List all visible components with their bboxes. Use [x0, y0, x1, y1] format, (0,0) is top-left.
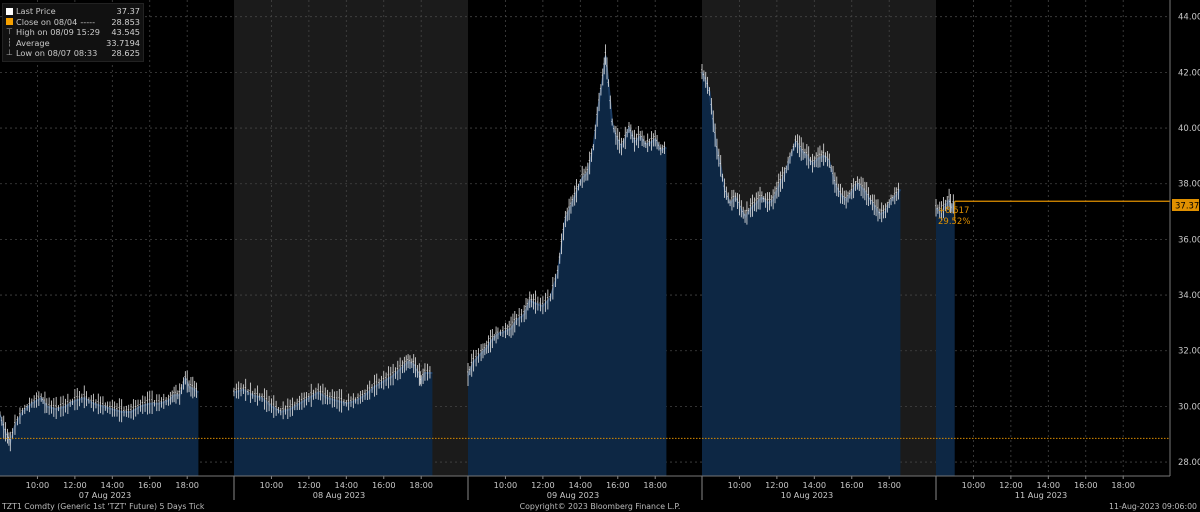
change-label: +8.517 [938, 206, 969, 216]
x-tick-label: 12:00 [63, 480, 87, 490]
legend-value: 28.853 [111, 16, 140, 27]
price-area [936, 200, 955, 476]
day-label: 07 Aug 2023 [79, 490, 131, 500]
y-axis: 28.00 30.00 32.00 34.00 36.00 38.00 40.00 42.00… [1169, 0, 1200, 476]
x-tick-label: 12:00 [531, 480, 555, 490]
legend-value: 43.545 [111, 27, 140, 38]
legend-high: ⊤ High on 08/09 15:29 43.545 [6, 27, 140, 38]
x-tick-label: 14:00 [803, 480, 827, 490]
x-tick-label: 14:00 [335, 480, 359, 490]
legend-low: ⊥ Low on 08/07 08:33 28.625 [6, 48, 140, 59]
y-tick-label: 36.00 [1178, 235, 1200, 245]
day-label: 08 Aug 2023 [313, 490, 365, 500]
up-tick-icon: ⊤ [6, 27, 13, 37]
x-axis: 10:00 12:00 14:00 16:00 18:00 07 Aug 2023 10:0… [0, 475, 1170, 500]
y-tick-label: 38.00 [1178, 180, 1200, 190]
white-square-icon [6, 7, 13, 15]
day-label: 10 Aug 2023 [781, 490, 833, 500]
legend-label: Low on 08/07 08:33 [16, 48, 98, 59]
chart-footer: TZT1 Comdty (Generic 1st 'TZT' Future) 5… [0, 502, 1200, 512]
price-areas [0, 55, 956, 477]
x-tick-label: 12:00 [765, 480, 789, 490]
last-price-label: 37.37 [1175, 202, 1199, 212]
x-tick-label: 18:00 [643, 480, 667, 490]
x-tick-label: 12:00 [999, 480, 1023, 490]
y-tick-label: 40.00 [1178, 124, 1200, 134]
x-tick-label: 16:00 [840, 480, 864, 490]
x-tick-label: 16:00 [1074, 480, 1098, 490]
x-tick-label: 16:00 [138, 480, 162, 490]
dashed-line-icon: ----- [80, 16, 96, 27]
copyright-text: Copyright© 2023 Bloomberg Finance L.P. [519, 502, 681, 511]
legend-close: Close on 08/04 ----- 28.853 [6, 17, 140, 28]
legend-value: 28.625 [111, 48, 140, 59]
legend-label: Close on 08/04 [16, 16, 78, 27]
legend-value: 33.7194 [106, 37, 140, 48]
x-tick-label: 12:00 [297, 480, 321, 490]
price-area-edge [467, 55, 667, 377]
y-tick-label: 30.00 [1178, 402, 1200, 412]
legend-label: High on 08/09 15:29 [16, 27, 101, 38]
legend-average: ┆ Average 33.7194 [6, 38, 140, 49]
x-tick-label: 14:00 [101, 480, 125, 490]
x-tick-label: 10:00 [728, 480, 752, 490]
change-pct-label: 29.52% [938, 217, 970, 227]
legend-last-price: Last Price 37.37 [6, 6, 140, 17]
security-description: TZT1 Comdty (Generic 1st 'TZT' Future) 5… [2, 502, 205, 511]
timestamp: 11-Aug-2023 09:06:00 [1109, 502, 1197, 511]
x-tick-label: 10:00 [26, 480, 50, 490]
x-tick-label: 10:00 [260, 480, 284, 490]
x-tick-label: 16:00 [606, 480, 630, 490]
x-tick-label: 14:00 [1037, 480, 1061, 490]
legend-label: Average [16, 37, 50, 48]
x-tick-label: 14:00 [569, 480, 593, 490]
x-tick-label: 10:00 [962, 480, 986, 490]
x-tick-label: 18:00 [409, 480, 433, 490]
price-area [468, 55, 667, 476]
y-tick-label: 28.00 [1178, 458, 1200, 468]
x-tick-label: 16:00 [372, 480, 396, 490]
price-tick-bars [0, 44, 954, 452]
price-area [234, 361, 433, 476]
y-tick-label: 44.00 [1178, 13, 1200, 23]
reference-lines [0, 200, 1170, 439]
y-tick-label: 34.00 [1178, 291, 1200, 301]
x-tick-label: 18:00 [1111, 480, 1135, 490]
orange-square-icon [6, 18, 13, 26]
y-tick-label: 32.00 [1178, 347, 1200, 357]
x-tick-label: 18:00 [877, 480, 901, 490]
x-tick-label: 18:00 [175, 480, 199, 490]
x-tick-label: 10:00 [494, 480, 518, 490]
chart-legend: Last Price 37.37 Close on 08/04 ----- 28.… [2, 3, 144, 62]
day-label: 09 Aug 2023 [547, 490, 599, 500]
day-label: 11 Aug 2023 [1015, 490, 1067, 500]
down-tick-icon: ⊥ [6, 48, 13, 58]
legend-value: 37.37 [116, 6, 140, 16]
y-tick-label: 42.00 [1178, 68, 1200, 78]
dotted-line-icon: ┆ [7, 37, 12, 47]
price-area [0, 378, 199, 476]
last-price-box [1172, 199, 1199, 211]
legend-label: Last Price [16, 6, 56, 16]
price-area [702, 72, 901, 477]
